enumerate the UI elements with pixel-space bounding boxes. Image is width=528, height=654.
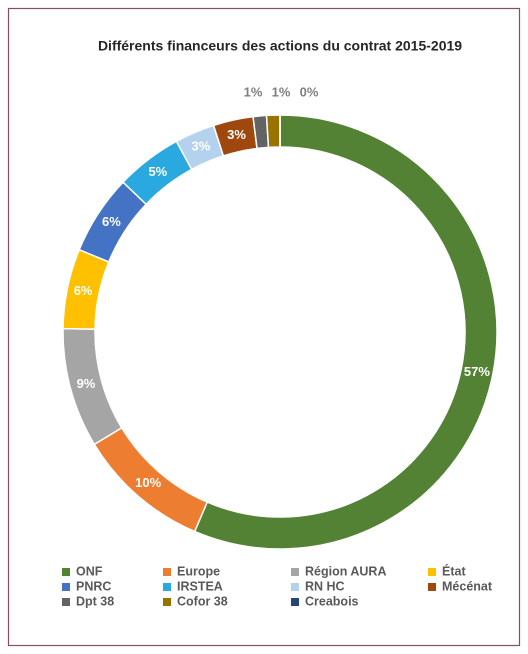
- legend-label: Région AURA: [305, 564, 386, 578]
- legend-label: ONF: [76, 564, 103, 578]
- legend-label: Cofor 38: [177, 594, 228, 608]
- value-label: 5%: [148, 164, 167, 179]
- value-label: 9%: [77, 376, 96, 391]
- legend-swatch: [291, 583, 299, 591]
- value-label: 1%: [244, 84, 263, 99]
- value-label: 6%: [102, 214, 121, 229]
- legend-swatch: [428, 583, 436, 591]
- legend-label: État: [442, 563, 466, 578]
- legend-swatch: [163, 568, 171, 576]
- legend-swatch: [163, 598, 171, 606]
- value-label: 6%: [74, 283, 93, 298]
- legend-swatch: [291, 598, 299, 606]
- legend-label: Mécénat: [442, 579, 493, 593]
- legend-swatch: [62, 583, 70, 591]
- legend-swatch: [62, 568, 70, 576]
- value-label: 1%: [272, 84, 291, 99]
- value-label: 57%: [464, 364, 490, 379]
- legend-label: Creabois: [305, 594, 359, 608]
- legend-label: IRSTEA: [177, 579, 223, 593]
- legend-label: Dpt 38: [76, 594, 114, 608]
- legend-label: Europe: [177, 564, 220, 578]
- legend-swatch: [163, 583, 171, 591]
- legend-swatch: [291, 568, 299, 576]
- slice: [265, 114, 281, 149]
- chart-title: Différents financeurs des actions du con…: [98, 38, 462, 54]
- legend-swatch: [62, 598, 70, 606]
- value-label: 3%: [192, 139, 211, 154]
- value-label: 3%: [227, 127, 246, 142]
- slice: [193, 114, 498, 550]
- legend-label: RN HC: [305, 579, 345, 593]
- value-label: 0%: [300, 84, 319, 99]
- value-label: 10%: [135, 475, 161, 490]
- legend-label: PNRC: [76, 579, 111, 593]
- legend-swatch: [428, 568, 436, 576]
